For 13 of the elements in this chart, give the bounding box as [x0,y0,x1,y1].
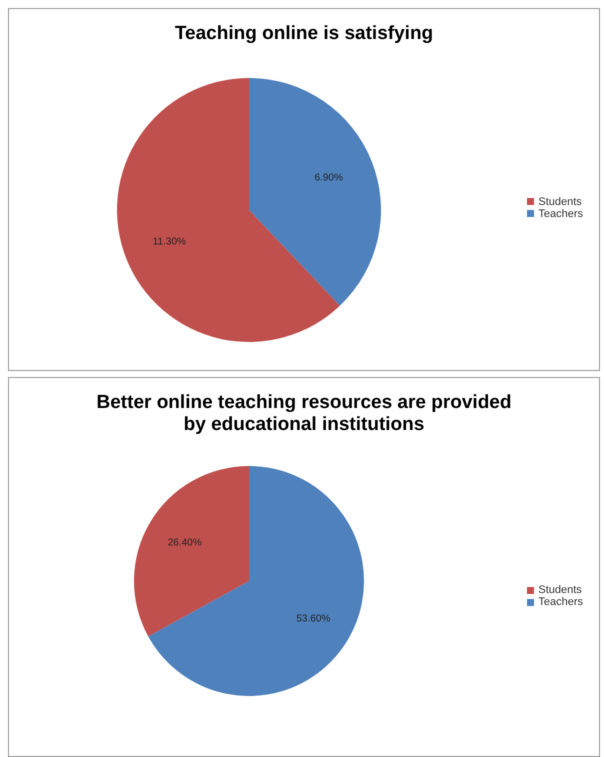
legend-label: Students [538,196,582,208]
data-label: 6.90% [314,172,343,184]
pie-slice [249,78,381,306]
data-label: 11.30% [152,236,186,248]
data-label: 53.60% [296,614,330,625]
chart-title: Teaching online is satisfying [174,22,434,45]
legend-label: Students [538,584,582,596]
chart-title: Better online teaching resources are provided by educational institutions [96,391,512,436]
pie-slice [148,466,364,696]
data-label: 26.40% [168,537,202,548]
legend-label: Teachers [538,208,583,220]
pie-slice [134,466,249,636]
legend-label: Teachers [538,596,583,608]
